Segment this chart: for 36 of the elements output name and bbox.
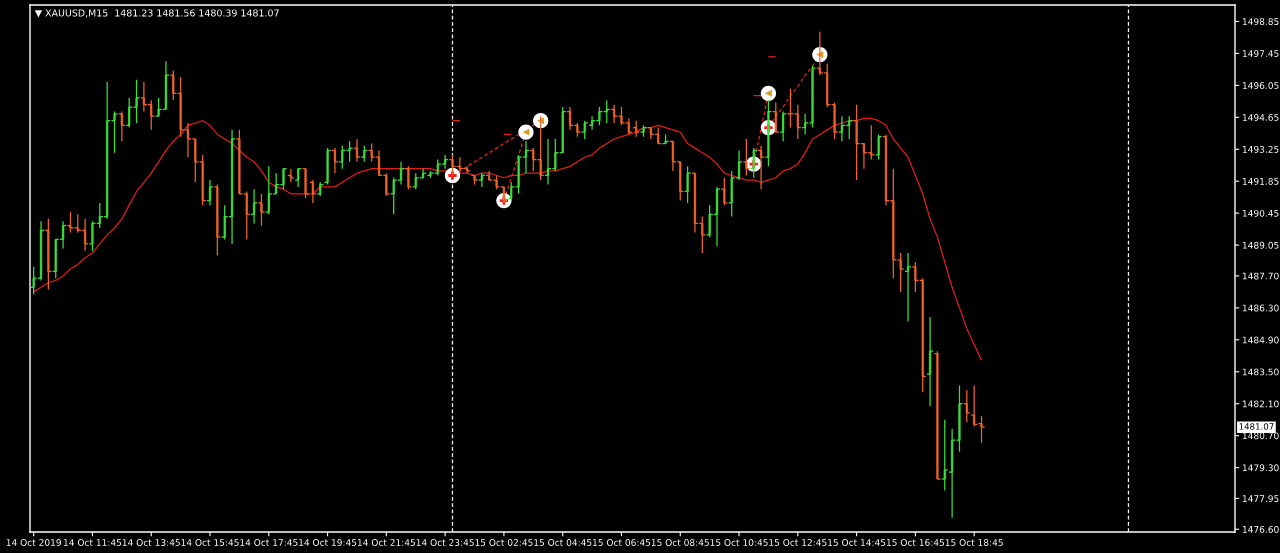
y-tick-label: 1498.85 (1242, 18, 1279, 25)
x-tick-label: 14 Oct 11:45 (64, 539, 122, 546)
y-tick-label: 1493.25 (1242, 145, 1279, 153)
x-tick-label: 15 Oct 02:45 (475, 539, 533, 546)
x-tick-label: 15 Oct 14:45 (828, 539, 886, 546)
x-tick-label: 15 Oct 18:45 (945, 539, 1003, 546)
y-tick-label: 1489.05 (1242, 241, 1279, 249)
x-tick-label: 14 Oct 21:45 (357, 539, 415, 546)
y-tick-label: 1497.45 (1242, 50, 1279, 57)
y-tick-label: 1486.30 (1242, 304, 1279, 312)
y-tick-label: 1487.70 (1242, 272, 1279, 280)
y-tick-label: 1483.50 (1242, 368, 1279, 376)
x-tick-label: 15 Oct 12:45 (769, 539, 827, 546)
y-tick-label: 1476.60 (1242, 525, 1279, 533)
y-tick-label: 1477.95 (1242, 495, 1279, 503)
x-tick-label: 15 Oct 08:45 (651, 539, 709, 546)
y-tick-label: 1494.65 (1242, 114, 1279, 121)
x-tick-label: 15 Oct 04:45 (534, 539, 592, 546)
text: 1481.07 (1239, 423, 1274, 430)
x-tick-label: 14 Oct 13:45 (122, 539, 180, 546)
x-tick-label: 14 Oct 23:45 (416, 539, 474, 546)
x-tick-label: 14 Oct 19:45 (299, 539, 357, 546)
y-tick-label: 1479.30 (1242, 464, 1279, 472)
y-tick-label: 1480.70 (1242, 432, 1279, 440)
x-tick-label: 15 Oct 16:45 (886, 539, 945, 546)
chart-title: ▼ XAUUSD,M15 1481.23 1481.56 1480.39 1481.07 (34, 9, 279, 18)
y-tick-label: 1491.85 (1242, 177, 1279, 185)
y-tick-label: 1484.90 (1242, 336, 1279, 344)
x-tick-label: 14 Oct 17:45 (240, 539, 298, 546)
y-tick-label: 1490.45 (1242, 209, 1279, 217)
x-tick-label: 15 Oct 06:45 (593, 539, 651, 546)
y-tick-label: 1496.05 (1242, 82, 1279, 89)
x-tick-label: 14 Oct 15:45 (181, 539, 239, 546)
y-tick-label: 1482.10 (1242, 400, 1279, 408)
x-tick-label: 14 Oct 2019 (6, 539, 61, 546)
x-tick-label: 15 Oct 10:45 (710, 539, 768, 546)
